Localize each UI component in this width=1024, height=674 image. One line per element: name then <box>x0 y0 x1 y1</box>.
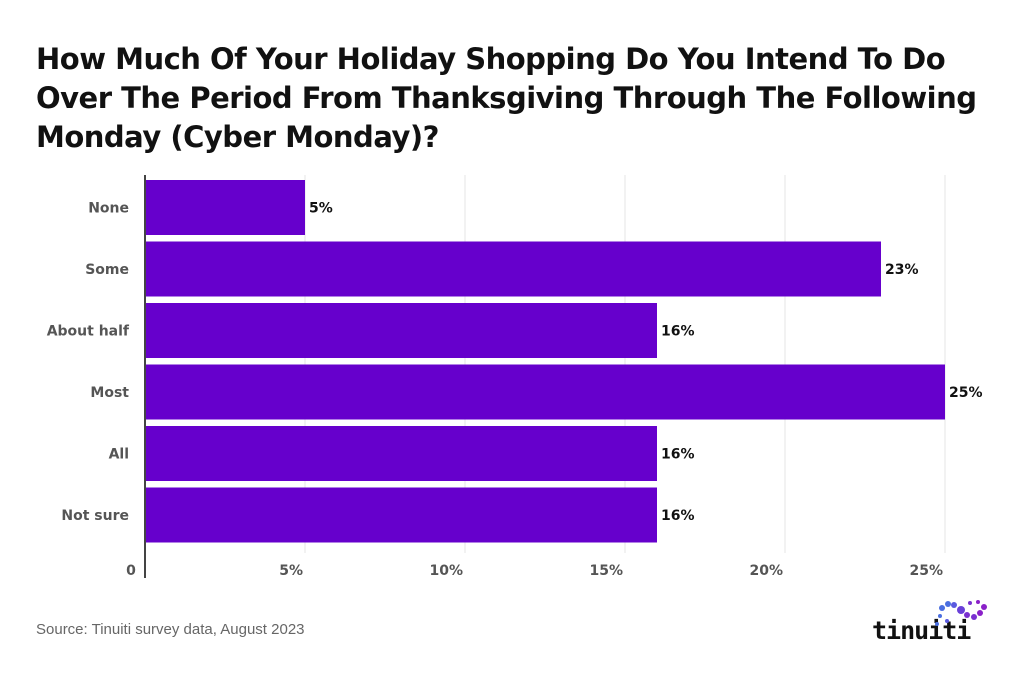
x-tick-label: 10% <box>429 563 463 579</box>
bar <box>145 426 657 481</box>
tinuiti-logo: tinuiti <box>872 598 1002 648</box>
data-label: 5% <box>309 201 333 217</box>
data-label: 16% <box>661 447 695 463</box>
bar <box>145 241 881 297</box>
y-category-label: About half <box>47 324 130 340</box>
bar <box>145 364 945 420</box>
x-tick-label: 5% <box>279 563 303 579</box>
logo-wordmark: tinuiti <box>872 616 971 645</box>
y-category-label: Not sure <box>61 508 129 524</box>
x-tick-label: 25% <box>909 563 943 579</box>
x-tick-label: 15% <box>589 563 623 579</box>
data-label: 16% <box>661 508 695 524</box>
source-note: Source: Tinuiti survey data, August 2023 <box>36 621 305 638</box>
y-category-label: Some <box>85 262 129 278</box>
data-label: 25% <box>949 385 983 401</box>
x-tick-label: 20% <box>749 563 783 579</box>
bar <box>145 303 657 358</box>
y-category-label: All <box>109 447 129 463</box>
logo-dots-icon <box>935 600 987 626</box>
y-category-label: None <box>88 201 129 217</box>
bar <box>145 180 305 235</box>
data-label: 16% <box>661 324 695 340</box>
x-tick-label: 0 <box>126 563 136 579</box>
y-category-label: Most <box>90 385 129 401</box>
bar <box>145 487 657 543</box>
data-label: 23% <box>885 262 919 278</box>
chart-title: How Much Of Your Holiday Shopping Do You… <box>36 42 977 154</box>
